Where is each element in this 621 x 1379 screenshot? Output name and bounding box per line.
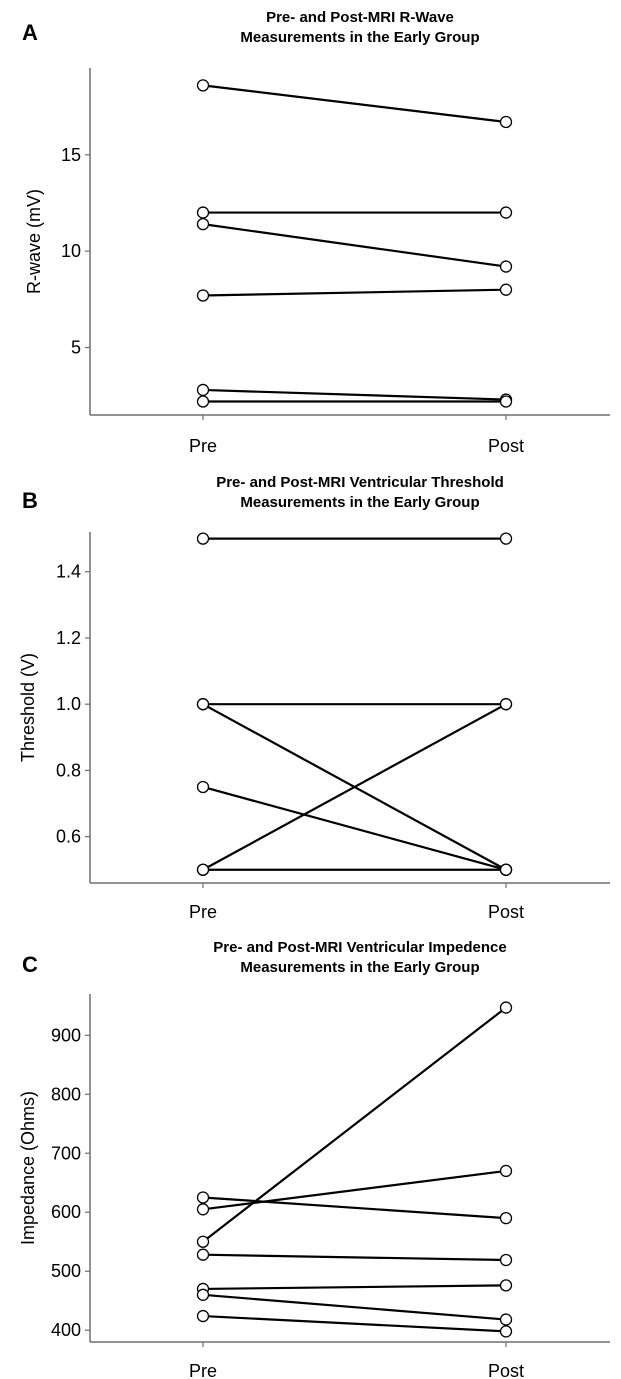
chart-b-x-tick-label-post: Post	[488, 902, 524, 922]
chart-c-series-1-point-post	[499, 1164, 513, 1178]
chart-a-series-1-point-pre	[196, 206, 210, 219]
chart-a-title-line-2: Measurements in the Early Group	[240, 29, 479, 46]
chart-a-y-tick-label-1: 10	[61, 241, 81, 261]
chart-a-series-0-point-pre	[196, 79, 210, 92]
chart-c-series-5-point-pre	[196, 1288, 210, 1301]
chart-c-series-6-point-post	[499, 1325, 513, 1338]
chart-a-series-4-point-pre	[196, 383, 210, 397]
chart-c-series-4-point-post	[499, 1279, 513, 1292]
chart-c-x-tick-label-pre: Pre	[189, 1361, 217, 1379]
chart-c-series-4-line	[202, 1284, 507, 1291]
chart-b-series-0-point-post	[499, 532, 513, 545]
chart-c-series-1-point-pre	[196, 1203, 210, 1216]
chart-c-y-tick-label-1: 500	[51, 1261, 81, 1281]
chart-b-y-tick-label-1: 0.8	[56, 760, 81, 780]
chart-a-series-2-line	[202, 223, 507, 268]
chart-a-x-tick-label-post: Post	[488, 436, 524, 456]
chart-c-series-0-line	[202, 1006, 507, 1243]
chart-c-y-tick-label-2: 600	[51, 1202, 81, 1222]
chart-a-y-tick-label-2: 15	[61, 145, 81, 165]
chart-c-series-0-point-pre	[196, 1235, 210, 1248]
chart-c-panel-letter: C	[22, 952, 38, 977]
chart-b-y-tick-label-0: 0.6	[56, 827, 81, 847]
chart-a-series-1-point-post	[499, 206, 513, 219]
chart-a-x-tick-label-pre: Pre	[189, 436, 217, 456]
chart-b-x-tick-label-pre: Pre	[189, 902, 217, 922]
chart-b-series-3-line	[202, 785, 507, 871]
chart-c-series-6-point-pre	[196, 1309, 210, 1323]
chart-a-y-axis-label: R-wave (mV)	[24, 189, 44, 294]
chart-a-series-5-point-post	[499, 395, 513, 408]
chart-c-series-1-line	[202, 1169, 507, 1211]
chart-b-y-tick-label-2: 1.0	[56, 694, 81, 714]
chart-c-series-3-line	[202, 1253, 507, 1262]
chart-b-title-line-2: Measurements in the Early Group	[240, 494, 479, 511]
chart-b-title-line-1: Pre- and Post-MRI Ventricular Threshold	[216, 474, 504, 491]
chart-a-title-line-1: Pre- and Post-MRI R-Wave	[266, 9, 454, 26]
chart-b-panel-letter: B	[22, 488, 38, 513]
chart-b-series-0-point-pre	[196, 532, 210, 545]
chart-a-series-3-point-pre	[196, 289, 210, 302]
chart-c-series-6-line	[202, 1314, 507, 1333]
chart-a-panel-letter: A	[22, 20, 38, 45]
chart-b-y-tick-label-3: 1.2	[56, 628, 81, 648]
chart-b-series-3-point-pre	[196, 780, 210, 794]
chart-b-series-4-point-post	[499, 698, 513, 711]
chart-b-series-5-point-pre	[196, 863, 210, 876]
chart-b-series-4-line	[202, 703, 507, 871]
chart-a-series-0-point-post	[499, 115, 513, 129]
chart-c-series-2-point-post	[499, 1211, 513, 1225]
chart-a-series-3-point-post	[499, 283, 513, 296]
chart-a-series-2-point-pre	[196, 217, 210, 231]
chart-c-y-tick-label-0: 400	[51, 1320, 81, 1340]
chart-c-series-2-line	[202, 1196, 507, 1220]
chart-a-series-0-line	[202, 84, 507, 124]
chart-a-y-tick-label-0: 5	[71, 338, 81, 358]
chart-c-y-tick-label-5: 900	[51, 1025, 81, 1045]
chart-c-y-tick-label-4: 800	[51, 1084, 81, 1104]
chart-b-series-2-point-pre	[196, 698, 210, 711]
chart-a-series-3-line	[202, 288, 507, 297]
chart-c-y-tick-label-3: 700	[51, 1143, 81, 1163]
chart-c-series-0-point-post	[499, 1001, 513, 1014]
chart-c-series-3-point-post	[499, 1253, 513, 1267]
chart-c-y-axis-label: Impedance (Ohms)	[18, 1091, 38, 1245]
chart-a-series-5-point-pre	[196, 395, 210, 408]
chart-c-series-5-line	[202, 1293, 507, 1321]
chart-c-series-5-point-post	[499, 1313, 513, 1326]
chart-c-x-tick-label-post: Post	[488, 1361, 524, 1379]
chart-c-title-line-1: Pre- and Post-MRI Ventricular Impedence	[213, 939, 506, 956]
chart-a-series-2-point-post	[499, 260, 513, 273]
chart-b-y-tick-label-4: 1.4	[56, 562, 81, 582]
chart-c-series-2-point-pre	[196, 1191, 210, 1204]
chart-a-series-4-line	[202, 388, 507, 401]
chart-b-series-5-point-post	[499, 863, 513, 876]
chart-c-series-3-point-pre	[196, 1248, 210, 1261]
chart-c-title-line-2: Measurements in the Early Group	[240, 959, 479, 976]
chart-b-y-axis-label: Threshold (V)	[18, 653, 38, 762]
